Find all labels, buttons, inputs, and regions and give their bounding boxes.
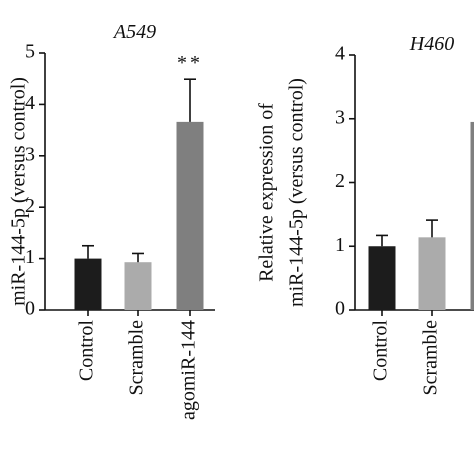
- y-tick-label: 2: [25, 195, 35, 217]
- x-tick-label: Control: [370, 320, 392, 382]
- bar: [124, 262, 152, 310]
- y-tick-label: 1: [25, 246, 35, 268]
- bar: [368, 246, 396, 310]
- bar: [418, 237, 446, 310]
- y-tick-label: 4: [25, 92, 35, 114]
- y-tick-label: 3: [25, 143, 35, 165]
- y-tick-label: 0: [335, 298, 345, 320]
- x-tick-label: Control: [76, 320, 98, 382]
- y-tick-label: 3: [335, 106, 345, 128]
- chart-title: H460: [409, 33, 454, 55]
- chart-title: A549: [112, 21, 156, 43]
- x-tick-label: Scramble: [126, 320, 148, 396]
- y-tick-label: 0: [25, 298, 35, 320]
- error-bar: [184, 78, 196, 122]
- bar: [470, 121, 474, 310]
- x-tick-label: Scramble: [420, 320, 442, 396]
- error-bar: [82, 244, 94, 259]
- y-axis-label: miR-144-5p (versus control): [8, 77, 30, 306]
- significance: **: [177, 52, 203, 74]
- y-tick-label: 4: [335, 43, 345, 65]
- y-axis-label: Relative expression of: [256, 103, 278, 282]
- y-tick-label: 5: [25, 41, 35, 63]
- error-bar: [132, 252, 144, 263]
- y-tick-label: 2: [335, 170, 345, 192]
- x-tick-label: agomiR-144: [178, 320, 200, 420]
- error-bar: [426, 219, 438, 238]
- bar: [176, 121, 204, 310]
- y-axis-label: miR-144-5p (versus control): [286, 78, 308, 307]
- bar: [74, 258, 102, 310]
- y-tick-label: 1: [335, 234, 345, 256]
- error-bar: [376, 234, 388, 247]
